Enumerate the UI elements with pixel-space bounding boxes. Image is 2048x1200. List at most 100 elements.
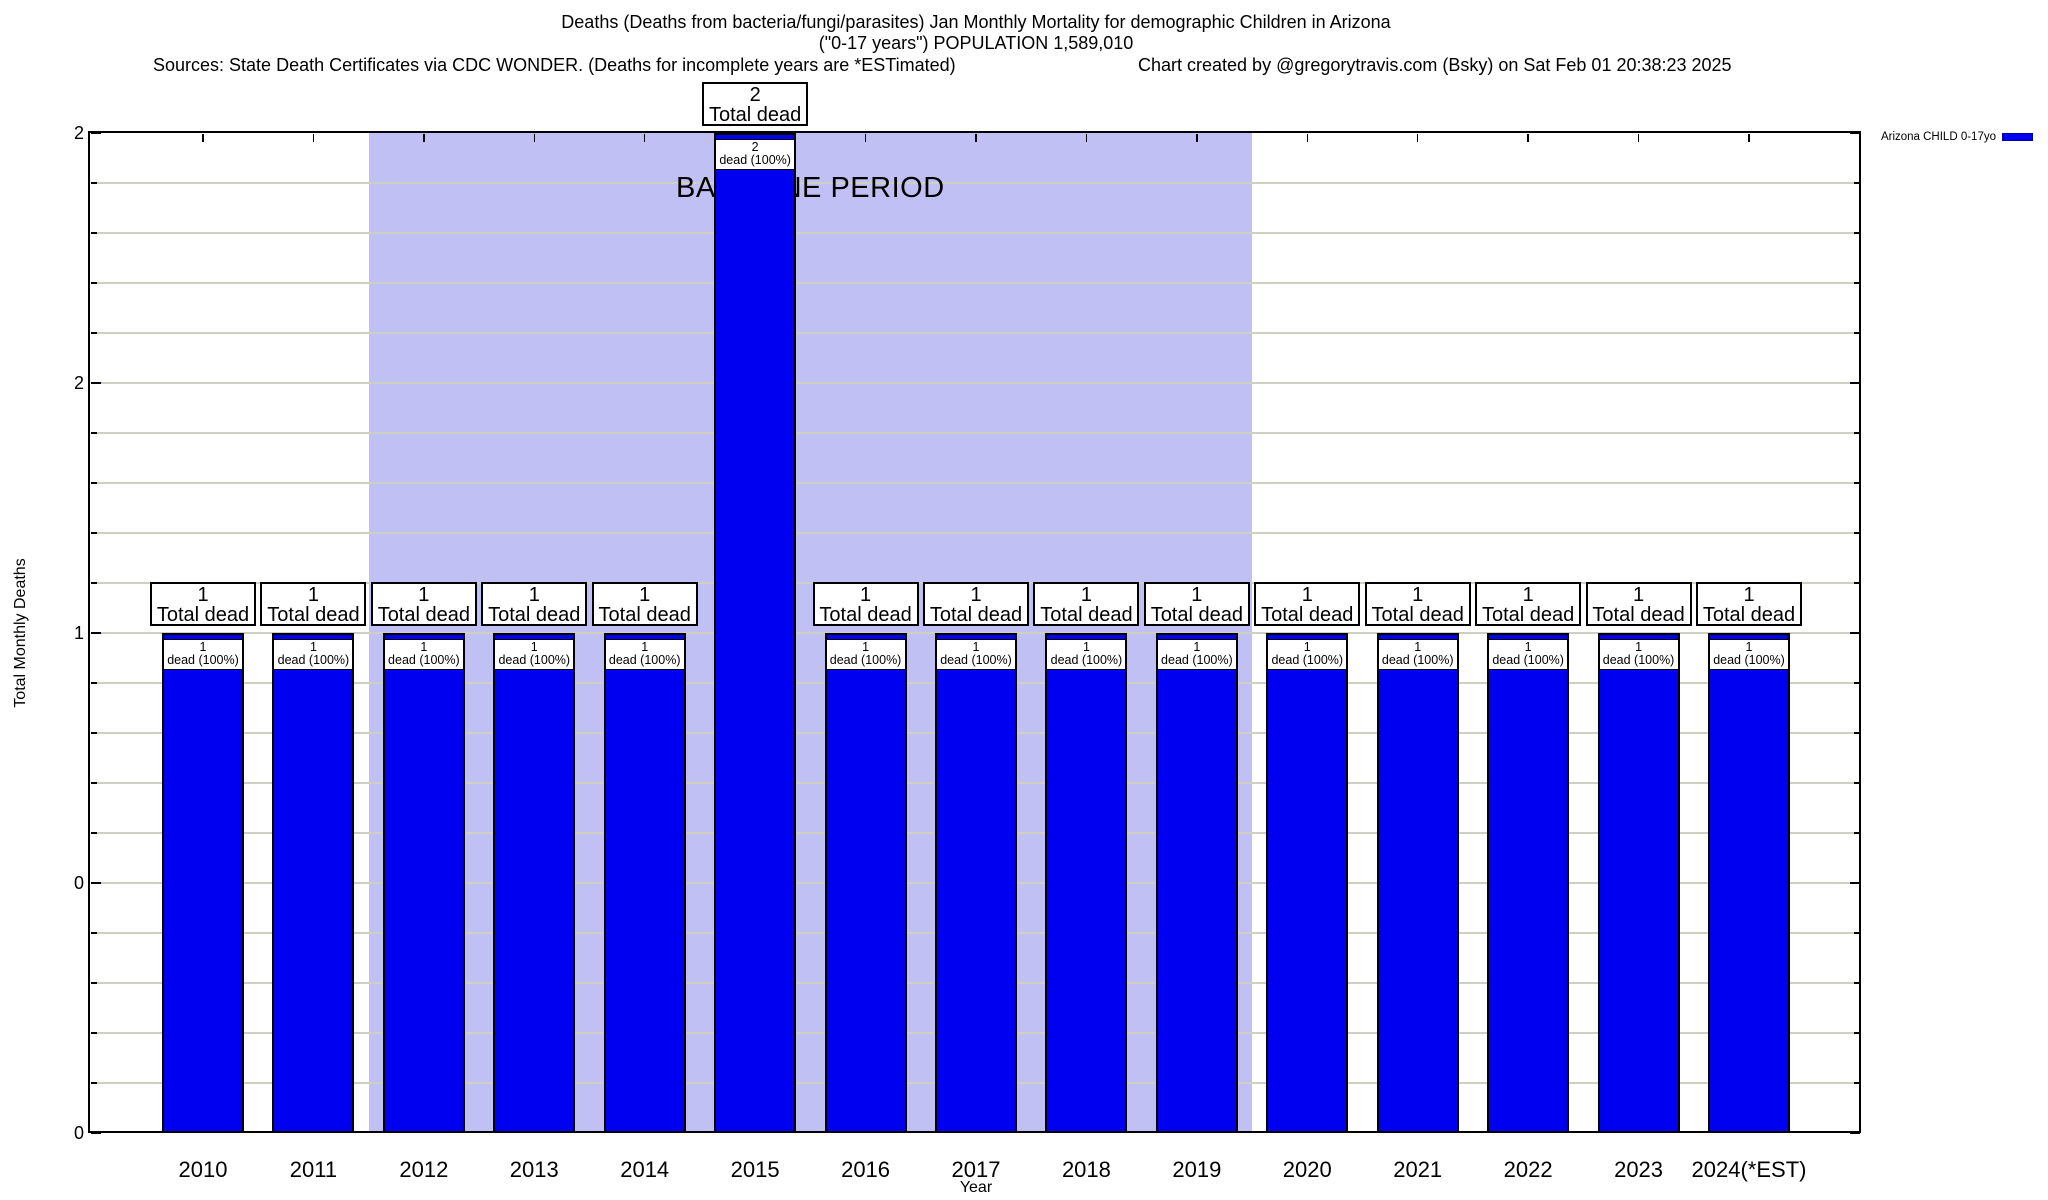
x-tick-label-2018: 2018 (1061, 1157, 1111, 1182)
bar-breakdown-text: dead (100%) (1161, 653, 1233, 667)
y-axis-tick (1854, 782, 1860, 784)
y-axis-tick (91, 132, 101, 134)
bar-breakdown-value: 1 (1082, 640, 1090, 654)
y-axis-tick (91, 982, 97, 984)
y-axis-tick (1854, 982, 1860, 984)
gridline (91, 432, 1860, 434)
bar-total-label-2014: 1 Total dead (591, 582, 698, 626)
bar-total-text: Total dead (267, 604, 360, 626)
bar-breakdown-text: dead (100%) (1713, 653, 1785, 667)
y-axis-tick (91, 782, 97, 784)
bar-total-label-2022: 1 Total dead (1475, 582, 1582, 626)
bar-breakdown-text: dead (100%) (388, 653, 460, 667)
y-axis-tick (1854, 182, 1860, 184)
x-axis-tick (533, 134, 535, 142)
y-axis-tick (91, 832, 97, 834)
bar-breakdown-label-2021: 1 dead (100%) (1377, 639, 1458, 670)
bar-breakdown-text: dead (100%) (608, 653, 681, 667)
x-tick-label-2015: 2015 (730, 1157, 780, 1182)
legend-swatch (2002, 133, 2033, 141)
x-axis-tick (1306, 134, 1308, 142)
y-axis-tick (1850, 1132, 1860, 1134)
x-tick-label-2024(*EST): 2024(*EST) (1691, 1157, 1807, 1182)
bar-total-text: Total dead (1040, 604, 1133, 626)
y-axis-tick (1854, 732, 1860, 734)
credit-note: Chart created by @gregorytravis.com (Bsk… (1138, 55, 1732, 75)
bar-2014 (603, 633, 686, 1133)
bar-total-text: Total dead (488, 604, 581, 626)
bar-breakdown-text: dead (100%) (1381, 653, 1454, 667)
bar-total-label-2023: 1 Total dead (1585, 582, 1692, 626)
bar-breakdown-text: dead (100%) (1492, 653, 1564, 667)
bar-breakdown-text: dead (100%) (1271, 653, 1344, 667)
bar-breakdown-value: 1 (420, 640, 428, 654)
bar-breakdown-text: dead (100%) (1602, 653, 1675, 667)
y-axis-tick (1854, 582, 1860, 584)
bar-total-value: 1 (418, 584, 430, 606)
bar-total-text: Total dead (929, 604, 1023, 626)
x-tick-label-2011: 2011 (289, 1157, 338, 1182)
bar-2022 (1487, 633, 1570, 1133)
y-axis-tick (91, 882, 101, 884)
gridline (91, 282, 1860, 284)
y-tick-label: 1 (73, 623, 84, 643)
y-tick-label: 2 (73, 373, 84, 393)
y-axis-tick (91, 482, 97, 484)
y-axis-tick (1854, 532, 1860, 534)
y-axis-tick (91, 1082, 97, 1084)
bar-total-value: 1 (197, 584, 209, 606)
y-axis-tick (1850, 132, 1860, 134)
bar-breakdown-value: 2 (751, 140, 759, 154)
bar-breakdown-text: dead (100%) (1050, 653, 1123, 667)
bar-total-label-2017: 1 Total dead (923, 582, 1029, 626)
x-tick-label-2014: 2014 (620, 1157, 670, 1182)
bar-total-label-2013: 1 Total dead (481, 582, 588, 626)
bar-breakdown-value: 1 (1635, 640, 1643, 654)
y-axis-tick (1854, 482, 1860, 484)
bar-total-label-2015: 2 Total dead (702, 82, 809, 126)
bar-breakdown-label-2015: 2 dead (100%) (715, 139, 796, 170)
bar-total-text: Total dead (156, 604, 250, 626)
bar-breakdown-value: 1 (1745, 640, 1753, 654)
bar-breakdown-text: dead (100%) (719, 153, 791, 167)
bar-2023 (1597, 633, 1680, 1133)
bar-breakdown-label-2012: 1 dead (100%) (383, 639, 464, 670)
gridline (91, 182, 1860, 184)
x-tick-label-2020: 2020 (1282, 1157, 1332, 1182)
bar-2016 (824, 633, 907, 1133)
bar-breakdown-value: 1 (862, 640, 870, 654)
y-axis-tick (1854, 682, 1860, 684)
bar-breakdown-value: 1 (309, 640, 317, 654)
bar-breakdown-value: 1 (972, 640, 980, 654)
x-tick-label-2013: 2013 (509, 1157, 559, 1182)
bar-breakdown-text: dead (100%) (940, 653, 1012, 667)
bar-total-label-2016: 1 Total dead (812, 582, 919, 626)
bar-total-value: 1 (1522, 584, 1534, 606)
bar-total-label-2010: 1 Total dead (150, 582, 256, 626)
bar-total-label-2024(*EST): 1 Total dead (1696, 582, 1802, 626)
gridline (91, 382, 1860, 384)
bar-total-value: 1 (1301, 584, 1313, 606)
x-tick-label-2019: 2019 (1172, 1157, 1222, 1182)
y-axis-tick (91, 282, 97, 284)
x-axis-tick (1637, 134, 1640, 142)
x-axis-tick (202, 134, 204, 142)
x-tick-label-2023: 2023 (1614, 1157, 1664, 1182)
y-axis-tick (1854, 1082, 1860, 1084)
bar-total-value: 1 (860, 584, 872, 606)
y-axis-tick (1854, 432, 1860, 434)
gridline (91, 332, 1860, 334)
y-axis-tick (91, 682, 97, 684)
bar-breakdown-label-2019: 1 dead (100%) (1156, 639, 1237, 670)
y-axis-tick (91, 232, 97, 234)
y-axis-title: Total Monthly Deaths (12, 558, 29, 708)
bar-breakdown-value: 1 (199, 640, 207, 654)
x-axis-tick (423, 134, 425, 142)
x-axis-tick (1748, 134, 1750, 142)
bar-total-label-2018: 1 Total dead (1033, 582, 1140, 626)
x-axis-tick (1417, 134, 1419, 142)
bar-total-text: Total dead (819, 604, 912, 626)
bar-total-value: 1 (528, 584, 540, 606)
bar-2024(*EST) (1708, 633, 1790, 1133)
